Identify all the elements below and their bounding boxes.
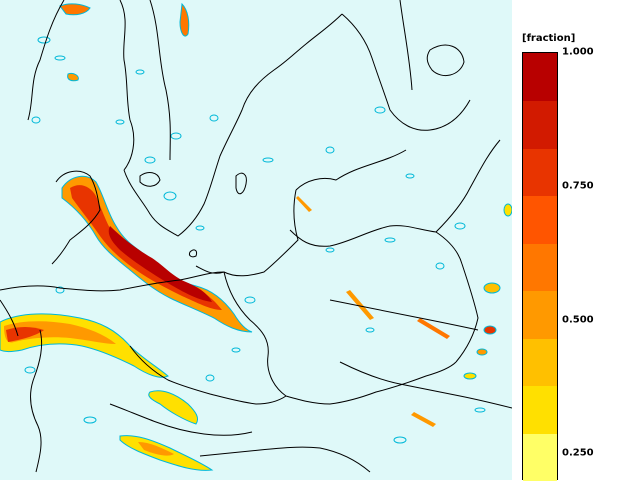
ramp-segment [523, 243, 557, 292]
tick-label-0-25: 0.250 [562, 447, 594, 459]
island-gotland [235, 172, 247, 195]
field-czech [148, 390, 199, 425]
ramp-segment [523, 385, 557, 434]
border-poland-east [289, 225, 479, 363]
border-czech-south [109, 403, 253, 436]
field-spot-east-1 [483, 282, 501, 294]
island-bornholm [189, 249, 197, 258]
coast-norway [27, 0, 135, 171]
tick-label-1: 1.000 [562, 46, 594, 58]
contour-rings [24, 36, 486, 444]
coast-germany-poland [0, 271, 225, 292]
field-spot-east-5 [503, 203, 512, 217]
lake-vanern [139, 172, 161, 187]
field-norway-3 [67, 73, 79, 82]
field-spot-east-3 [476, 348, 488, 356]
lake-ladoga [426, 44, 465, 77]
map-panel [0, 0, 512, 480]
field-streak-2 [417, 318, 450, 339]
border-sweden-norway [149, 0, 171, 161]
border-west-germany [30, 329, 43, 473]
border-germany-czech [129, 345, 287, 405]
coast-denmark [51, 170, 101, 265]
field-spot-east-2 [483, 325, 497, 335]
field-norway-1 [59, 3, 91, 16]
border-poland-west [223, 271, 287, 397]
field-streak-4 [296, 196, 312, 212]
ramp-segment [523, 433, 557, 481]
ramp-segment [523, 53, 557, 102]
ramp-segment [523, 195, 557, 244]
border-hungary [199, 446, 371, 473]
border-belarus-ukraine [329, 299, 479, 331]
field-spot-east-4 [463, 372, 477, 380]
field-austria-core [138, 442, 174, 456]
coast-baltics [195, 149, 407, 277]
ramp-segment [523, 338, 557, 387]
field-streak-3 [411, 412, 436, 427]
coastlines-borders [0, 0, 512, 473]
field-band-germany-core [4, 321, 116, 344]
legend-units: [fraction] [522, 33, 576, 44]
fraction-field [0, 2, 512, 471]
tick-label-0-75: 0.750 [562, 180, 594, 192]
ramp-segment [523, 290, 557, 339]
field-band-germany-peak [6, 327, 44, 342]
legend: [fraction] 1.000 0.750 0.500 0.250 [512, 0, 640, 481]
coast-sweden [123, 13, 343, 237]
border-netherlands [0, 299, 19, 337]
border-ukraine [339, 361, 512, 409]
tick-label-0-5: 0.500 [562, 314, 594, 325]
border-russia [435, 139, 501, 233]
ramp-segment [523, 148, 557, 197]
color-ramp [522, 52, 558, 481]
border-poland-south [285, 361, 457, 405]
field-norway-2 [179, 2, 190, 37]
field-streak-1 [346, 290, 374, 320]
field-plume-baltic-peak [108, 226, 212, 302]
ramp-segment [523, 100, 557, 149]
coast-finland [341, 0, 471, 131]
